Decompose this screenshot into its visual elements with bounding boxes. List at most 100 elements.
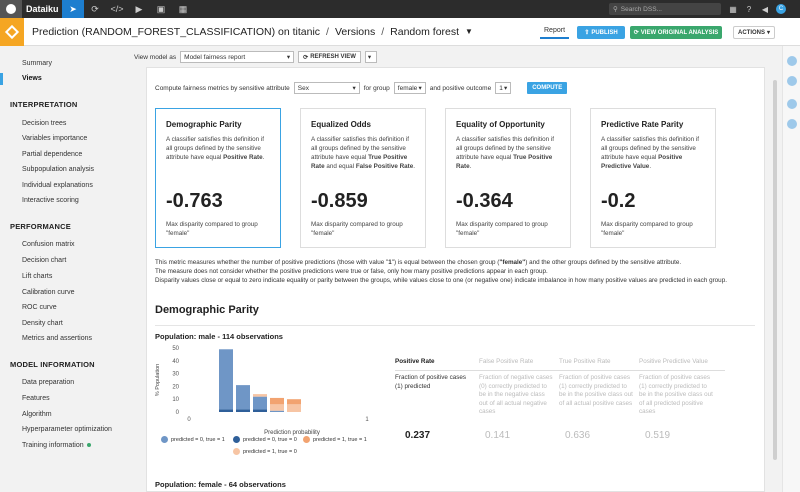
status-dot-icon <box>86 443 91 448</box>
y-tick-label: 50 <box>172 346 179 352</box>
jobs-icon[interactable]: ⟳ <box>91 3 99 14</box>
refresh-icon[interactable] <box>787 76 797 86</box>
sidebar-item-calibration-curve[interactable]: Calibration curve <box>22 289 75 296</box>
sidebar-item-algorithm[interactable]: Algorithm <box>22 411 52 418</box>
metric-value: -0.2 <box>601 190 636 212</box>
dataiku-logo[interactable] <box>0 0 22 18</box>
sidebar-item-data-preparation[interactable]: Data preparation <box>22 379 75 386</box>
publish-button[interactable]: ⇧ PUBLISH <box>577 26 625 39</box>
refresh-icon: ⟳ <box>303 54 309 61</box>
metric-value: -0.763 <box>166 190 223 212</box>
population-metrics-table: Positive Rate Fraction of positive cases… <box>395 358 725 448</box>
flow-icon[interactable]: ➤ <box>62 0 84 18</box>
card-equality-of-opportunity[interactable]: Equality of Opportunity A classifier sat… <box>445 108 571 248</box>
metric-column-true-positive-rate: True Positive Rate Fraction of positive … <box>559 358 633 407</box>
legend-swatch <box>233 448 240 455</box>
sidebar-item-views[interactable]: Views <box>22 75 42 82</box>
sidebar-item-partial-dependence[interactable]: Partial dependence <box>22 151 83 158</box>
refresh-view-button[interactable]: ⟳ REFRESH VIEW <box>298 51 361 63</box>
tab-report[interactable]: Report <box>540 24 570 39</box>
sidebar-item-subpopulation[interactable]: Subpopulation analysis <box>22 166 94 173</box>
card-equalized-odds[interactable]: Equalized Odds A classifier satisfies th… <box>300 108 426 248</box>
sidebar-item-density-chart[interactable]: Density chart <box>22 320 63 327</box>
breadcrumb-analysis[interactable]: Prediction (RANDOM_FOREST_CLASSIFICATION… <box>32 25 321 38</box>
sensitive-attribute-select[interactable]: Sex ▾ <box>293 82 360 94</box>
ppv-value: 0.519 <box>645 430 671 441</box>
view-original-analysis-button[interactable]: ⟳ VIEW ORIGINAL ANALYSIS <box>630 26 722 39</box>
legend-item[interactable]: predicted = 0, true = 0 <box>233 436 297 443</box>
refresh-options-button[interactable]: ▾ <box>364 51 377 63</box>
sidebar-item-decision-trees[interactable]: Decision trees <box>22 120 67 127</box>
histogram-bar <box>270 404 284 411</box>
view-model-label: View model as <box>134 53 177 61</box>
caret-down-icon: ▾ <box>367 54 372 61</box>
legend-swatch <box>161 436 168 443</box>
positive-outcome-select[interactable]: 1 ▾ <box>495 82 512 94</box>
histogram-bar <box>253 396 267 410</box>
card-predictive-rate-parity[interactable]: Predictive Rate Parity A classifier sati… <box>590 108 716 248</box>
sidebar-item-interactive-scoring[interactable]: Interactive scoring <box>22 197 79 204</box>
sidebar-item-individual-explanations[interactable]: Individual explanations <box>22 182 93 189</box>
metric-column-false-positive-rate: False Positive Rate Fraction of negative… <box>479 358 553 415</box>
caret-down-icon[interactable]: ▼ <box>465 27 473 36</box>
sidebar-item-training-information[interactable]: Training information <box>22 442 91 449</box>
false-positive-rate-value: 0.141 <box>485 430 511 441</box>
breadcrumb: Prediction (RANDOM_FOREST_CLASSIFICATION… <box>32 25 473 38</box>
x-axis-label: Prediction probability <box>264 430 320 436</box>
fairness-report-panel: Compute fairness metrics by sensitive at… <box>146 67 765 492</box>
scrollbar-thumb[interactable] <box>773 80 777 460</box>
run-icon[interactable]: ▶ <box>135 3 143 14</box>
sidebar-item-metrics-assertions[interactable]: Metrics and assertions <box>22 335 93 342</box>
histogram-bar <box>253 394 267 397</box>
upload-icon: ⇧ <box>584 30 590 36</box>
histogram-bar <box>270 410 284 412</box>
card-demographic-parity[interactable]: Demographic Parity A classifier satisfie… <box>155 108 281 248</box>
avatar[interactable]: C <box>776 4 786 14</box>
help-icon[interactable]: ? <box>746 4 752 14</box>
metric-column-positive-rate: Positive Rate Fraction of positive cases… <box>395 358 467 390</box>
y-tick-label: 10 <box>172 397 179 403</box>
metric-column-ppv: Positive Predictive Value Fraction of po… <box>639 358 713 415</box>
search-icon: ⚲ <box>613 6 618 13</box>
actions-button[interactable]: ACTIONS ▾ <box>733 26 775 39</box>
breadcrumb-versions[interactable]: Versions <box>334 25 376 38</box>
legend-item[interactable]: predicted = 0, true = 1 <box>161 436 225 443</box>
right-rail <box>782 46 800 492</box>
breadcrumb-model[interactable]: Random forest <box>390 25 460 38</box>
legend-item[interactable]: predicted = 1, true = 1 <box>303 436 367 443</box>
info-icon[interactable] <box>787 99 797 109</box>
grid-menu-icon[interactable]: ▦ <box>729 4 737 14</box>
sidebar-item-hyperparameter[interactable]: Hyperparameter optimization <box>22 426 112 433</box>
histogram-bar <box>219 409 233 412</box>
title-bar: Prediction (RANDOM_FOREST_CLASSIFICATION… <box>0 17 800 46</box>
code-icon[interactable]: </> <box>110 4 124 14</box>
search-input[interactable]: ⚲ Search DSS... <box>609 3 721 15</box>
prediction-histogram: 0 10 20 30 40 50 % Population 0 1 Prediction prob… <box>155 346 369 436</box>
sidebar-item-roc-curve[interactable]: ROC curve <box>22 304 57 311</box>
dashboard-icon[interactable]: ▣ <box>156 3 166 14</box>
sidebar-item-confusion-matrix[interactable]: Confusion matrix <box>22 241 75 248</box>
legend-swatch <box>303 436 310 443</box>
view-model-select[interactable]: Model fairness report ▾ <box>180 51 295 63</box>
model-icon <box>0 17 24 46</box>
legend-item[interactable]: predicted = 1, true = 0 <box>233 448 297 455</box>
divider <box>155 325 755 326</box>
sidebar-item-decision-chart[interactable]: Decision chart <box>22 257 67 264</box>
caret-down-icon: ▾ <box>418 85 422 92</box>
sidebar-item-variables-importance[interactable]: Variables importance <box>22 135 88 142</box>
section-model-information: MODEL INFORMATION <box>10 360 95 369</box>
notification-icon[interactable]: ◀ <box>761 4 769 14</box>
histogram-bar <box>253 409 267 412</box>
compute-button[interactable]: COMPUTE <box>527 82 568 94</box>
group-select[interactable]: female ▾ <box>393 82 426 94</box>
sidebar-item-lift-charts[interactable]: Lift charts <box>22 273 53 280</box>
bird-icon <box>6 4 16 14</box>
refresh-icon: ⟳ <box>633 30 639 36</box>
brand-name: Dataiku <box>26 4 59 14</box>
sidebar-item-features[interactable]: Features <box>22 395 50 402</box>
add-icon[interactable] <box>787 56 797 66</box>
section-interpretation: INTERPRETATION <box>10 100 78 109</box>
chat-icon[interactable] <box>787 119 797 129</box>
sidebar-item-summary[interactable]: Summary <box>22 60 52 67</box>
apps-icon[interactable]: ▦ <box>178 3 188 14</box>
